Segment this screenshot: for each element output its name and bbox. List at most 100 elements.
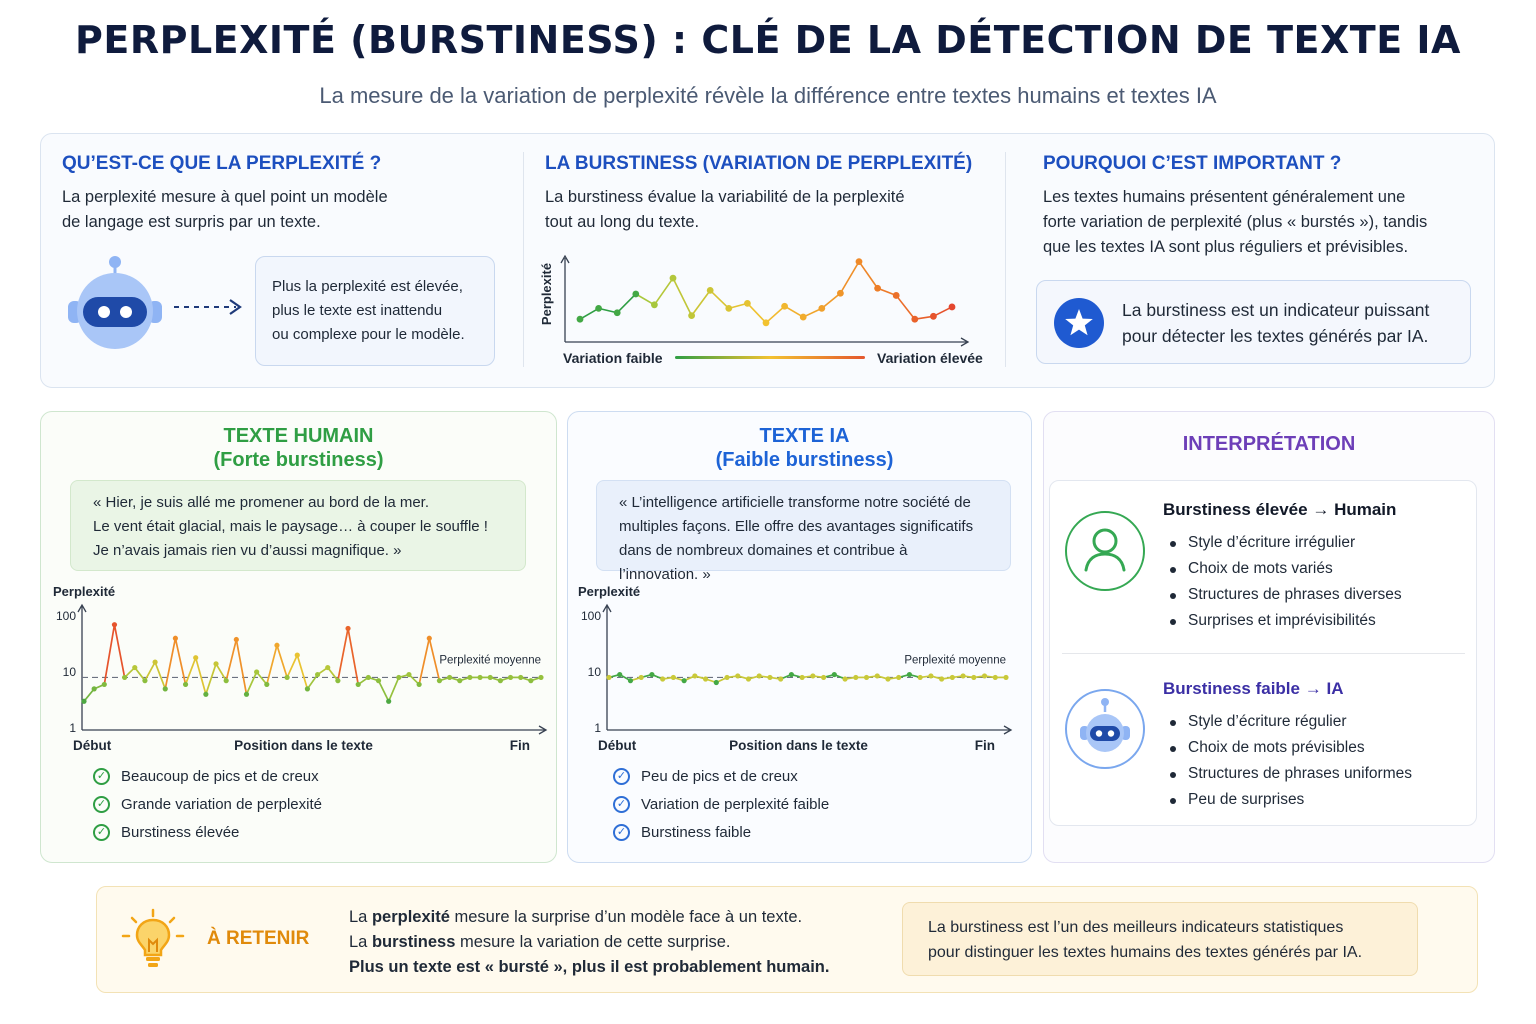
data-point — [294, 652, 300, 658]
data-point — [632, 290, 640, 298]
data-point — [467, 674, 473, 681]
y-axis-label: Perplexité — [578, 584, 640, 599]
series-segment — [337, 628, 349, 681]
ia-title: TEXTE IA (Faible burstiness) — [715, 425, 894, 471]
list-item: Surprises et imprévisibilités — [1170, 611, 1402, 637]
data-point — [314, 671, 321, 678]
data-point — [447, 674, 453, 681]
checklist-item: ✓ Burstiness élevée — [93, 823, 322, 851]
ia-traits-list: Style d’écriture régulier Choix de mots … — [1170, 712, 1412, 816]
x-axis-label: Position dans le texte — [729, 738, 868, 753]
data-point — [781, 302, 788, 310]
series-segment — [134, 667, 146, 682]
reference-line-label: Perplexité moyenne — [904, 654, 1006, 666]
data-point — [122, 674, 128, 681]
series-segment — [839, 261, 860, 294]
data-point — [193, 655, 199, 661]
checklist-item: ✓ Beaucoup de pics et de creux — [93, 767, 322, 795]
data-point — [386, 698, 392, 704]
data-point — [706, 287, 714, 294]
data-point — [949, 674, 955, 681]
y-tick-label: 1 — [69, 721, 76, 735]
checklist-item: ✓ Peu de pics et de creux — [613, 767, 829, 795]
y-tick-label: 100 — [56, 609, 76, 623]
series-segment — [306, 674, 319, 690]
data-point — [874, 673, 880, 679]
page-subtitle: La mesure de la variation de perplexité … — [319, 83, 1217, 108]
series-segment — [765, 305, 786, 324]
data-point — [416, 681, 422, 688]
x-tick-label: Fin — [975, 738, 995, 753]
series-segment — [296, 654, 309, 690]
human-title: TEXTE HUMAIN (Forte burstiness) — [213, 425, 384, 471]
series-segment — [377, 680, 390, 702]
x-tick-label: Début — [73, 738, 112, 753]
data-point — [304, 686, 311, 692]
check-icon: ✓ — [93, 824, 110, 841]
data-point — [702, 676, 709, 682]
series-segment — [858, 261, 879, 289]
why-description: Les textes humains présentent généraleme… — [1043, 188, 1428, 256]
data-point — [948, 303, 956, 311]
data-point — [355, 681, 361, 688]
mini-series — [576, 258, 956, 327]
data-point — [745, 676, 752, 682]
data-point — [767, 674, 773, 681]
ia-checklist: ✓ Peu de pics et de creux ✓ Variation de p… — [613, 767, 829, 851]
series-segment — [653, 277, 674, 306]
retenir-highlight-box: La burstiness est l’un des meilleurs ind… — [902, 902, 1418, 976]
data-point — [613, 309, 621, 317]
data-point — [457, 678, 463, 684]
human-perplexity-chart: Perplexité 1 10 100 Perplexité moyenne Début… — [53, 584, 548, 753]
series-segment — [784, 305, 804, 318]
data-point — [254, 669, 260, 675]
series-segment — [387, 677, 400, 702]
series-segment — [286, 654, 299, 678]
series-segment — [579, 307, 600, 320]
data-point — [162, 686, 168, 692]
data-point — [725, 305, 733, 312]
robot-icon — [1065, 689, 1145, 769]
series-segment — [164, 638, 177, 690]
data-point — [992, 674, 998, 681]
data-point — [681, 678, 687, 684]
data-point — [91, 686, 97, 692]
series-segment — [418, 638, 431, 685]
data-point — [576, 315, 584, 323]
data-point — [365, 674, 371, 681]
series-segment — [933, 306, 953, 318]
checklist-item: ✓ Burstiness faible — [613, 823, 829, 851]
data-point — [831, 671, 837, 678]
data-point — [396, 674, 402, 681]
series-segment — [225, 639, 238, 681]
y-tick-label: 10 — [63, 665, 77, 679]
y-tick-label: 100 — [581, 609, 601, 623]
list-item: Style d’écriture régulier — [1170, 712, 1412, 738]
series-segment — [672, 277, 693, 316]
series-segment — [276, 645, 288, 678]
y-axis-arrow — [77, 603, 87, 613]
x-tick-label: Début — [598, 738, 637, 753]
x-axis-arrow — [1003, 725, 1013, 735]
perplexity-heading: QU’EST-CE QUE LA PERPLEXITÉ ? — [62, 153, 382, 174]
data-point — [345, 625, 351, 632]
data-point — [906, 671, 913, 678]
data-point — [284, 674, 290, 681]
human-checklist: ✓ Beaucoup de pics et de creux ✓ Grande va… — [93, 767, 322, 851]
data-point — [885, 676, 891, 682]
data-point — [981, 673, 988, 679]
series-segment — [174, 638, 187, 685]
series-segment — [746, 302, 767, 324]
human-quote: « Hier, je suis allé me promener au bord… — [70, 480, 526, 571]
why-heading: POURQUOI C’EST IMPORTANT ? — [1043, 153, 1342, 174]
divider — [1005, 152, 1006, 367]
x-axis-label: Position dans le texte — [234, 738, 373, 753]
divider — [523, 152, 524, 367]
series-segment — [235, 639, 248, 695]
retenir-summary: La perplexité mesure la surprise d’un mo… — [349, 908, 830, 976]
data-point — [917, 674, 923, 681]
check-icon: ✓ — [613, 768, 630, 785]
variation-gradient-bar — [675, 356, 865, 359]
data-point — [669, 274, 677, 282]
series-segment — [144, 661, 156, 682]
